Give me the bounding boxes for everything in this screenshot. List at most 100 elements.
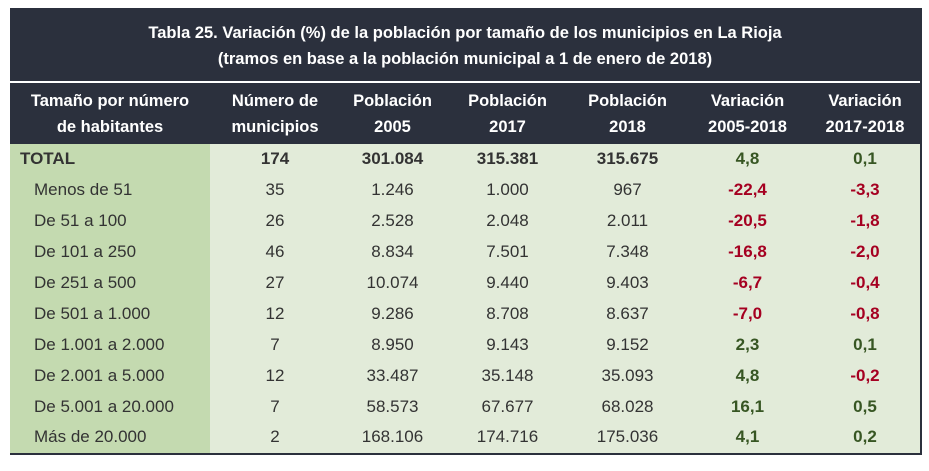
table-row: De 2.001 a 5.000 12 33.487 35.148 35.093 4,8-… — [10, 360, 920, 392]
value-cell: 8.708 — [445, 298, 570, 330]
column-header-line: Tamaño por número — [30, 91, 190, 110]
table-row: De 101 a 250 46 8.834 7.501 7.348 -16,8 -2,0 — [10, 236, 920, 268]
value-cell: 7 — [210, 391, 340, 423]
table-row: Más de 20.000 2 168.106 174.716 175.036 4,1 0,… — [10, 422, 920, 453]
column-header-line: Número de — [231, 91, 319, 110]
value-cell: 1.246 — [340, 174, 445, 206]
variation-cell: -16,8 — [685, 236, 810, 268]
variation-cell: 4,8 — [685, 144, 810, 175]
table-row: De 251 a 500 27 10.074 9.440 9.403 -6,7 -0,4 — [10, 267, 920, 299]
value-cell: 315.381 — [445, 144, 570, 175]
population-table-container: Tabla 25. Variación (%) de la población … — [10, 8, 922, 455]
variation-cell: -22,4 — [685, 174, 810, 206]
title-line-1: Tabla 25. Variación (%) de la población … — [148, 24, 782, 42]
value-cell: 33.487 — [340, 360, 445, 392]
table-row: De 51 a 100 26 2.528 2.048 2.011 -20,5 -1,8 — [10, 205, 920, 237]
variation-cell: 2,3 — [685, 329, 810, 361]
value-cell: 9.286 — [340, 298, 445, 330]
variation-cell: -3,3 — [810, 174, 920, 206]
column-header-line: 2005 — [374, 117, 411, 136]
value-cell: 35 — [210, 174, 340, 206]
value-cell: 168.106 — [340, 422, 445, 453]
column-header: Población 2018 — [570, 83, 685, 144]
value-cell: 174 — [210, 144, 340, 175]
column-header: Población 2005 — [340, 83, 445, 144]
variation-cell: 0,1 — [810, 144, 920, 175]
variation-cell: 16,1 — [685, 391, 810, 423]
value-cell: 68.028 — [570, 391, 685, 423]
variation-cell: -6,7 — [685, 267, 810, 299]
size-range-cell: De 101 a 250 — [10, 236, 210, 268]
table-row: De 1.001 a 2.000 7 8.950 9.143 9.152 2,3 0,1 — [10, 329, 920, 361]
value-cell: 2 — [210, 422, 340, 453]
column-header-line: Variación — [828, 91, 902, 110]
value-cell: 7.501 — [445, 236, 570, 268]
value-cell: 315.675 — [570, 144, 685, 175]
total-row: TOTAL 174 301.084 315.381 315.675 4,8 0,1 — [10, 144, 920, 175]
value-cell: 67.677 — [445, 391, 570, 423]
value-cell: 26 — [210, 205, 340, 237]
value-cell: 7 — [210, 329, 340, 361]
variation-cell: 0,5 — [810, 391, 920, 423]
value-cell: 9.440 — [445, 267, 570, 299]
value-cell: 9.143 — [445, 329, 570, 361]
size-range-cell: De 51 a 100 — [10, 205, 210, 237]
value-cell: 175.036 — [570, 422, 685, 453]
population-table: Tamaño por número de habitantes Número de m… — [10, 83, 920, 453]
column-header: Población 2017 — [445, 83, 570, 144]
value-cell: 8.950 — [340, 329, 445, 361]
column-header: Tamaño por número de habitantes — [10, 83, 210, 144]
column-header-line: Población — [353, 91, 432, 110]
column-header-line: 2018 — [609, 117, 646, 136]
size-range-cell: TOTAL — [10, 144, 210, 175]
column-header: Variación 2005-2018 — [685, 83, 810, 144]
table-row: De 501 a 1.000 12 9.286 8.708 8.637 -7,0 -0,8 — [10, 298, 920, 330]
column-header: Variación 2017-2018 — [810, 83, 920, 144]
header-row: Tamaño por número de habitantes Número de m… — [10, 83, 920, 144]
variation-cell: -2,0 — [810, 236, 920, 268]
value-cell: 12 — [210, 360, 340, 392]
table-row: De 5.001 a 20.000 7 58.573 67.677 68.028 16,1… — [10, 391, 920, 423]
value-cell: 35.148 — [445, 360, 570, 392]
value-cell: 174.716 — [445, 422, 570, 453]
variation-cell: -0,8 — [810, 298, 920, 330]
column-header-line: municipios — [231, 117, 319, 136]
variation-cell: 0,1 — [810, 329, 920, 361]
value-cell: 967 — [570, 174, 685, 206]
table-row: Menos de 51 35 1.246 1.000 967 -22,4 -3,3 — [10, 174, 920, 206]
variation-cell: 0,2 — [810, 422, 920, 453]
variation-cell: 4,1 — [685, 422, 810, 453]
value-cell: 2.011 — [570, 205, 685, 237]
size-range-cell: De 501 a 1.000 — [10, 298, 210, 330]
variation-cell: 4,8 — [685, 360, 810, 392]
value-cell: 8.834 — [340, 236, 445, 268]
table-title: Tabla 25. Variación (%) de la población … — [10, 8, 920, 83]
variation-cell: -0,4 — [810, 267, 920, 299]
value-cell: 9.403 — [570, 267, 685, 299]
variation-cell: -0,2 — [810, 360, 920, 392]
value-cell: 301.084 — [340, 144, 445, 175]
value-cell: 35.093 — [570, 360, 685, 392]
value-cell: 1.000 — [445, 174, 570, 206]
size-range-cell: De 2.001 a 5.000 — [10, 360, 210, 392]
column-header-line: de habitantes — [56, 117, 164, 136]
title-line-2: (tramos en base a la población municipal… — [217, 50, 713, 68]
size-range-cell: Menos de 51 — [10, 174, 210, 206]
value-cell: 12 — [210, 298, 340, 330]
value-cell: 9.152 — [570, 329, 685, 361]
value-cell: 7.348 — [570, 236, 685, 268]
column-header-line: 2005-2018 — [708, 117, 787, 136]
column-header-line: Variación — [710, 91, 785, 110]
column-header: Número de municipios — [210, 83, 340, 144]
column-header-line: Población — [588, 91, 667, 110]
value-cell: 58.573 — [340, 391, 445, 423]
column-header-line: 2017-2018 — [825, 117, 905, 136]
variation-cell: -7,0 — [685, 298, 810, 330]
value-cell: 8.637 — [570, 298, 685, 330]
column-header-line: Población — [468, 91, 547, 110]
value-cell: 2.528 — [340, 205, 445, 237]
variation-cell: -20,5 — [685, 205, 810, 237]
value-cell: 10.074 — [340, 267, 445, 299]
value-cell: 2.048 — [445, 205, 570, 237]
size-range-cell: Más de 20.000 — [10, 422, 210, 453]
